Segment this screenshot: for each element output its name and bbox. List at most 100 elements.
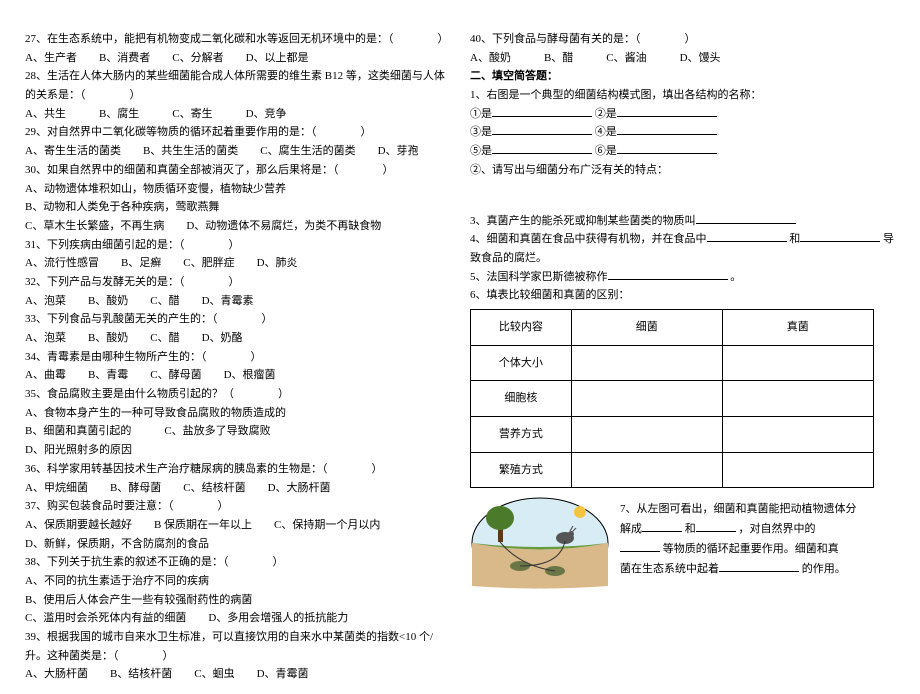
r4a: 4、细菌和真菌在食品中获得有机物，并在食品中	[470, 233, 707, 245]
q36-opts: A、甲烷细菌 B、酵母菌 C、结核杆菌 D、大肠杆菌	[25, 479, 450, 498]
r1-4: ④是	[595, 126, 617, 138]
blank	[617, 142, 717, 154]
q37: 37、购买包装食品时要注意：（ ）	[25, 497, 450, 516]
th1: 比较内容	[471, 309, 572, 345]
q7-line3: 等物质的循环起重要作用。细菌和真	[620, 540, 895, 560]
q29: 29、对自然界中二氧化碳等物质的循环起着重要作用的是：（ ）	[25, 123, 450, 142]
q36: 36、科学家用转基因技术生产治疗糖尿病的胰岛素的生物是：（ ）	[25, 460, 450, 479]
blank	[492, 142, 592, 154]
r4b: 和	[789, 233, 800, 245]
ecosystem-diagram-icon	[470, 496, 610, 591]
q7-line2: 解成 和 ，对自然界中的	[620, 520, 895, 540]
r5-line: 5、法国科学家巴斯德被称作 。	[470, 268, 895, 287]
spacer	[470, 180, 895, 212]
r4c: 导	[883, 233, 894, 245]
q34-opts: A、曲霉 B、青霉 C、酵母菌 D、根瘤菌	[25, 366, 450, 385]
cell	[722, 345, 873, 381]
blank	[707, 230, 787, 242]
q33-opts: A、泡菜 B、酸奶 C、醋 D、奶酪	[25, 329, 450, 348]
tr1: 个体大小	[471, 345, 572, 381]
left-column: 27、在生态系统中，能把有机物变成二氧化碳和水等返回无机环境中的是：（ ） A、…	[25, 30, 450, 684]
q35a: A、食物本身产生的一种可导致食品腐败的物质造成的	[25, 404, 450, 423]
tr2: 细胞核	[471, 381, 572, 417]
r6: 6、填表比较细菌和真菌的区别：	[470, 286, 895, 305]
blank	[719, 560, 799, 572]
r1-1: ①是	[470, 108, 492, 120]
q31: 31、下列疾病由细菌引起的是：（ ）	[25, 236, 450, 255]
r5b: 。	[730, 271, 741, 283]
q38: 38、下列关于抗生素的叙述不正确的是：（ ）	[25, 553, 450, 572]
q7-text: 7、从左图可看出，细菌和真菌能把动植物遗体分 解成 和 ，对自然界中的 等物质的…	[620, 496, 895, 579]
blank	[492, 123, 592, 135]
q39-opts: A、大肠杆菌 B、结核杆菌 C、蛔虫 D、青霉菌	[25, 665, 450, 684]
cell	[722, 417, 873, 453]
q33: 33、下列食品与乳酸菌无关的产生的：（ ）	[25, 310, 450, 329]
th3: 真菌	[722, 309, 873, 345]
cell	[571, 452, 722, 488]
r1-2: ②是	[595, 108, 617, 120]
cell	[722, 452, 873, 488]
q37-opts: A、保质期要越长越好 B 保质期在一年以上 C、保持期一个月以内	[25, 516, 450, 535]
q27: 27、在生态系统中，能把有机物变成二氧化碳和水等返回无机环境中的是：（ ）	[25, 30, 450, 49]
cell	[571, 345, 722, 381]
r3-line: 3、真菌产生的能杀死或抑制某些菌类的物质叫	[470, 212, 895, 231]
compare-table: 比较内容 细菌 真菌 个体大小 细胞核 营养方式 繁殖方式	[470, 309, 874, 488]
q30a: A、动物遗体堆积如山，物质循环变慢，植物缺少营养	[25, 180, 450, 199]
q7g: 的作用。	[802, 563, 846, 575]
q29-opts: A、寄生生活的菌类 B、共生生活的菌类 C、腐生生活的菌类 D、芽孢	[25, 142, 450, 161]
r4-line: 4、细菌和真菌在食品中获得有机物，并在食品中 和 导	[470, 230, 895, 249]
blank	[800, 230, 880, 242]
r1-3: ③是	[470, 126, 492, 138]
q31-opts: A、流行性感冒 B、足癣 C、肥胖症 D、肺炎	[25, 254, 450, 273]
section2-title: 二、填空简答题：	[470, 67, 895, 86]
cell	[571, 417, 722, 453]
q30: 30、如果自然界中的细菌和真菌全部被消灭了，那么后果将是：（ ）	[25, 161, 450, 180]
q7-line4: 菌在生态系统中起着 的作用。	[620, 560, 895, 580]
q30b: B、动物和人类免于各种疾病，莺歌燕舞	[25, 198, 450, 217]
q27-opts: A、生产者 B、消费者 C、分解者 D、以上都是	[25, 49, 450, 68]
r1-line2: ③是 ④是	[470, 123, 895, 142]
q34: 34、青霉素是由哪种生物所产生的：（ ）	[25, 348, 450, 367]
blank	[620, 540, 660, 552]
q7-row: 7、从左图可看出，细菌和真菌能把动植物遗体分 解成 和 ，对自然界中的 等物质的…	[470, 496, 895, 591]
r1-line1: ①是 ②是	[470, 105, 895, 124]
q35bc: B、细菌和真菌引起的 C、盐放多了导致腐败	[25, 422, 450, 441]
q38cd: C、滥用时会杀死体内有益的细菌 D、多用会增强人的抵抗能力	[25, 609, 450, 628]
q35: 35、食品腐败主要是由什么物质引起的？（ ）	[25, 385, 450, 404]
right-column: 40、下列食品与酵母菌有关的是：（ ） A、酸奶 B、醋 C、酱油 D、馒头 二…	[470, 30, 895, 684]
q38b: B、使用后人体会产生一些有较强耐药性的病菌	[25, 591, 450, 610]
q39: 39、根据我国的城市自来水卫生标准，可以直接饮用的自来水中某菌类的指数<10 个…	[25, 628, 450, 665]
q28: 28、生活在人体大肠内的某些细菌能合成人体所需要的维生素 B12 等，这类细菌与…	[25, 67, 450, 104]
q32-opts: A、泡菜 B、酸奶 C、醋 D、青霉素	[25, 292, 450, 311]
r3: 3、真菌产生的能杀死或抑制某些菌类的物质叫	[470, 215, 696, 227]
q37d: D、新鲜，保质期，不含防腐剂的食品	[25, 535, 450, 554]
cell	[722, 381, 873, 417]
q7e: 等物质的循环起重要作用。细菌和真	[663, 543, 839, 555]
q35d: D、阳光照射多的原因	[25, 441, 450, 460]
q7c: 和	[685, 523, 696, 535]
cell	[571, 381, 722, 417]
blank	[617, 123, 717, 135]
r1-5: ⑤是	[470, 145, 492, 157]
q30cd: C、草木生长繁盛，不再生病 D、动物遗体不易腐烂，为类不再缺食物	[25, 217, 450, 236]
r2: ②、请写出与细菌分布广泛有关的特点：	[470, 161, 895, 180]
q38a: A、不同的抗生素适于治疗不同的疾病	[25, 572, 450, 591]
blank	[492, 105, 592, 117]
r1-line3: ⑤是 ⑥是	[470, 142, 895, 161]
blank	[617, 105, 717, 117]
q28-opts: A、共生 B、腐生 C、寄生 D、竞争	[25, 105, 450, 124]
q7b: 解成	[620, 523, 642, 535]
tr4: 繁殖方式	[471, 452, 572, 488]
q7f: 菌在生态系统中起着	[620, 563, 719, 575]
th2: 细菌	[571, 309, 722, 345]
blank	[608, 268, 728, 280]
r5a: 5、法国科学家巴斯德被称作	[470, 271, 608, 283]
q40: 40、下列食品与酵母菌有关的是：（ ）	[470, 30, 895, 49]
blank	[642, 520, 682, 532]
tr3: 营养方式	[471, 417, 572, 453]
r4d: 致食品的腐烂。	[470, 249, 895, 268]
q40-opts: A、酸奶 B、醋 C、酱油 D、馒头	[470, 49, 895, 68]
blank	[696, 520, 736, 532]
q7a: 7、从左图可看出，细菌和真菌能把动植物遗体分	[620, 500, 895, 520]
blank	[696, 212, 796, 224]
